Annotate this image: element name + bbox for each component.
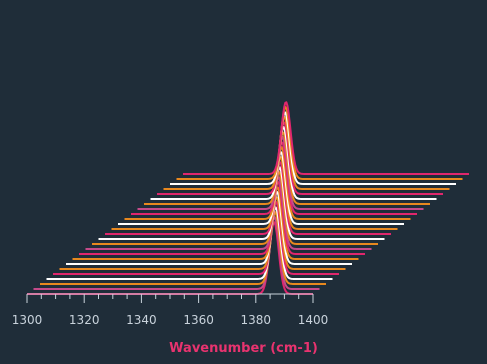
x-tick-label: 1340 <box>126 313 157 327</box>
spectrum-series-4 <box>163 116 450 190</box>
spectrum-series-20 <box>59 196 346 270</box>
x-tick-label: 1300 <box>12 313 43 327</box>
spectrum-series-6 <box>150 126 437 200</box>
spectrum-series-15 <box>92 171 378 245</box>
spectrum-series-22 <box>46 206 333 280</box>
spectrum-series-7 <box>144 131 430 205</box>
x-tick-label: 1380 <box>241 313 272 327</box>
spectrum-series-14 <box>98 166 385 240</box>
spectrum-series-18 <box>72 186 359 260</box>
spectrum-series-12 <box>111 156 398 230</box>
x-axis-label: Wavenumber (cm-1) <box>169 341 318 356</box>
spectrum-series-21 <box>53 201 339 275</box>
spectrum-series-2 <box>176 106 463 180</box>
spectrum-series-19 <box>66 191 352 265</box>
spectrum-series-10 <box>124 146 411 220</box>
spectrum-series-13 <box>105 161 391 235</box>
spectrum-series-3 <box>170 111 456 185</box>
spectrum-series-23 <box>40 211 326 285</box>
x-tick-label: 1320 <box>69 313 100 327</box>
x-tick-label: 1400 <box>298 313 329 327</box>
spectrum-series-5 <box>157 121 443 195</box>
spectrum-series-1 <box>183 101 469 175</box>
spectrum-series-16 <box>85 176 372 250</box>
spectrum-series-17 <box>79 181 365 255</box>
spectrum-series-11 <box>118 151 404 225</box>
x-tick-label: 1360 <box>183 313 214 327</box>
